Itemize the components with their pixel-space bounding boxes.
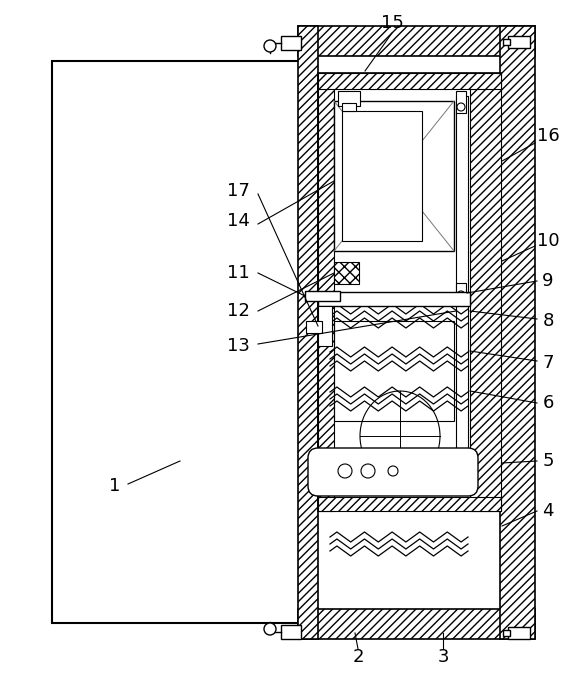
Bar: [318, 73, 334, 511]
Bar: [508, 627, 530, 639]
Bar: [508, 36, 530, 48]
Bar: [342, 103, 356, 111]
Text: 4: 4: [543, 502, 554, 520]
Text: 1: 1: [109, 477, 121, 495]
Bar: [342, 111, 422, 241]
Bar: [318, 292, 470, 306]
Bar: [298, 26, 535, 56]
Bar: [298, 26, 318, 639]
Text: 7: 7: [543, 354, 554, 372]
Bar: [456, 283, 466, 301]
Text: 14: 14: [227, 212, 249, 230]
Text: 9: 9: [543, 272, 554, 290]
FancyBboxPatch shape: [308, 448, 478, 496]
Circle shape: [338, 464, 352, 478]
Bar: [456, 91, 466, 113]
Bar: [318, 306, 332, 346]
Bar: [456, 96, 468, 486]
Circle shape: [457, 103, 465, 111]
Circle shape: [264, 40, 276, 52]
Text: 8: 8: [543, 312, 554, 330]
Bar: [298, 609, 535, 639]
Text: 17: 17: [227, 182, 249, 200]
Bar: [318, 73, 501, 511]
Circle shape: [457, 291, 465, 299]
Bar: [500, 26, 535, 639]
Bar: [306, 321, 322, 333]
Text: 13: 13: [227, 337, 249, 355]
Bar: [52, 61, 304, 623]
Bar: [470, 73, 501, 511]
Circle shape: [388, 466, 398, 476]
Text: 12: 12: [227, 302, 249, 320]
Bar: [338, 91, 360, 106]
Text: 3: 3: [437, 648, 449, 666]
Bar: [334, 262, 359, 284]
Circle shape: [361, 464, 375, 478]
Bar: [503, 39, 510, 45]
Text: 16: 16: [537, 127, 559, 145]
Bar: [334, 321, 454, 421]
Text: 11: 11: [227, 264, 249, 282]
Bar: [334, 101, 454, 251]
Bar: [318, 73, 501, 89]
Text: 5: 5: [543, 452, 554, 470]
Bar: [281, 625, 301, 639]
Bar: [281, 36, 301, 50]
Bar: [503, 630, 510, 636]
Text: 6: 6: [543, 394, 554, 412]
Text: 2: 2: [352, 648, 364, 666]
Bar: [305, 291, 340, 301]
Text: 10: 10: [537, 232, 559, 250]
Circle shape: [264, 623, 276, 635]
Text: 15: 15: [381, 14, 404, 32]
Bar: [318, 497, 501, 511]
